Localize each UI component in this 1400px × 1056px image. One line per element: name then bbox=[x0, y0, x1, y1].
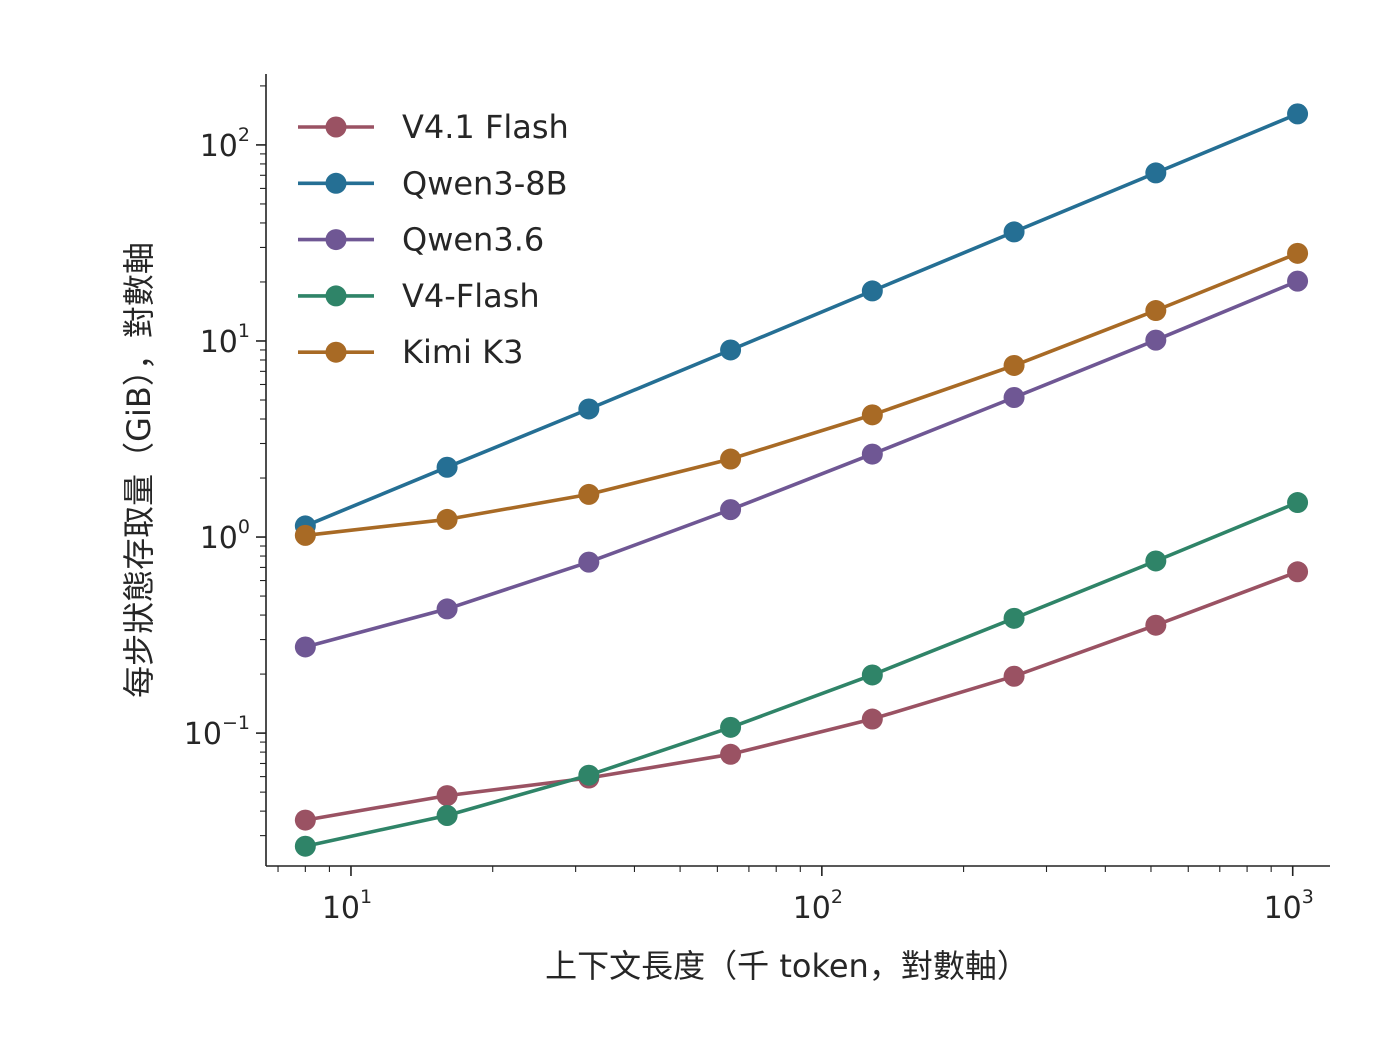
x-tick-base: 10 bbox=[322, 891, 360, 926]
data-point bbox=[1145, 329, 1167, 351]
data-point bbox=[436, 456, 458, 478]
y-tick-exponent: −1 bbox=[222, 712, 250, 734]
data-point bbox=[1145, 614, 1167, 636]
legend-item: Kimi K3 bbox=[298, 333, 523, 371]
data-point bbox=[1003, 221, 1025, 243]
data-point bbox=[578, 764, 600, 786]
data-point bbox=[1287, 561, 1309, 583]
data-point bbox=[436, 508, 458, 530]
x-tick-exponent: 1 bbox=[360, 886, 372, 908]
data-point bbox=[436, 785, 458, 807]
data-point bbox=[861, 664, 883, 686]
y-tick-base: 10 bbox=[200, 325, 238, 360]
data-point bbox=[1287, 242, 1309, 264]
data-point bbox=[294, 636, 316, 658]
series-line bbox=[303, 251, 1300, 538]
data-point bbox=[861, 443, 883, 465]
legend-label: V4.1 Flash bbox=[402, 108, 569, 146]
x-tick-exponent: 3 bbox=[1302, 886, 1314, 908]
data-point bbox=[861, 404, 883, 426]
legend-label: Qwen3.6 bbox=[402, 221, 544, 259]
x-tick-label: 101 bbox=[322, 886, 372, 926]
data-point bbox=[1003, 665, 1025, 687]
legend: V4.1 Flash Qwen3-8B Qwen3.6 V4-Flash Kimi K3 bbox=[298, 108, 569, 371]
data-point bbox=[294, 524, 316, 546]
data-point bbox=[720, 448, 742, 470]
data-point bbox=[720, 743, 742, 765]
series-lines bbox=[294, 103, 1309, 857]
legend-marker bbox=[325, 285, 347, 307]
data-point bbox=[1003, 607, 1025, 629]
y-tick-base: 10 bbox=[200, 521, 238, 556]
legend-item: V4-Flash bbox=[298, 277, 540, 315]
data-point bbox=[1145, 162, 1167, 184]
data-point bbox=[294, 835, 316, 857]
series-line bbox=[303, 112, 1300, 528]
series-kimi-k3 bbox=[294, 242, 1309, 546]
x-tick-base: 10 bbox=[1264, 891, 1302, 926]
y-tick-label: 10−1 bbox=[184, 712, 250, 752]
data-point bbox=[578, 551, 600, 573]
series-line bbox=[303, 500, 1300, 849]
y-tick-base: 10 bbox=[184, 717, 222, 752]
data-point bbox=[436, 598, 458, 620]
data-point bbox=[436, 805, 458, 827]
data-point bbox=[861, 708, 883, 730]
y-tick-label: 100 bbox=[200, 516, 250, 556]
data-point bbox=[1003, 386, 1025, 408]
axes bbox=[265, 74, 1330, 867]
data-point bbox=[578, 398, 600, 420]
x-tick-exponent: 2 bbox=[831, 886, 843, 908]
data-point bbox=[720, 339, 742, 361]
legend-label: Qwen3-8B bbox=[402, 164, 568, 202]
series-v4-flash bbox=[294, 492, 1309, 857]
legend-marker bbox=[325, 229, 347, 251]
data-point bbox=[294, 809, 316, 831]
x-axis-title: 上下文長度（千 token，對數軸） bbox=[545, 947, 1029, 985]
y-tick-exponent: 1 bbox=[238, 320, 250, 342]
y-tick-exponent: 2 bbox=[238, 124, 250, 146]
data-point bbox=[861, 280, 883, 302]
data-point bbox=[578, 483, 600, 505]
x-tick-label: 103 bbox=[1264, 886, 1314, 926]
legend-item: V4.1 Flash bbox=[298, 108, 569, 146]
series-qwen3-6 bbox=[294, 270, 1309, 658]
data-point bbox=[1287, 492, 1309, 514]
legend-item: Qwen3.6 bbox=[298, 221, 544, 259]
x-tick-base: 10 bbox=[793, 891, 831, 926]
data-point bbox=[720, 716, 742, 738]
legend-marker bbox=[325, 172, 347, 194]
data-point bbox=[1287, 103, 1309, 125]
data-point bbox=[1003, 354, 1025, 376]
legend-label: V4-Flash bbox=[402, 277, 540, 315]
series-line bbox=[303, 569, 1300, 822]
legend-label: Kimi K3 bbox=[402, 333, 523, 371]
legend-item: Qwen3-8B bbox=[298, 164, 568, 202]
data-point bbox=[1287, 270, 1309, 292]
y-tick-label: 101 bbox=[200, 320, 250, 360]
series-line bbox=[303, 279, 1300, 649]
data-point bbox=[1145, 550, 1167, 572]
y-tick-base: 10 bbox=[200, 129, 238, 164]
data-point bbox=[720, 499, 742, 521]
y-axis-title: 每步狀態存取量（GiB），對數軸 bbox=[120, 242, 158, 698]
legend-marker bbox=[325, 341, 347, 363]
y-tick-label: 102 bbox=[200, 124, 250, 164]
y-tick-exponent: 0 bbox=[238, 516, 250, 538]
data-point bbox=[1145, 300, 1167, 322]
legend-marker bbox=[325, 116, 347, 138]
x-tick-label: 102 bbox=[793, 886, 843, 926]
